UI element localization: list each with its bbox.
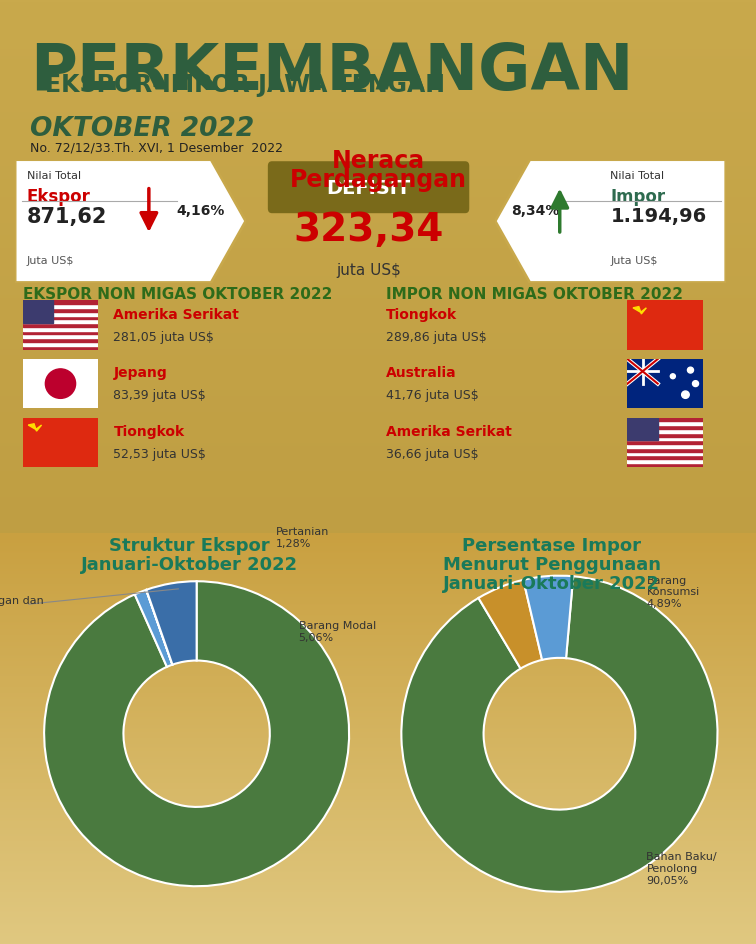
Text: Januari-Oktober 2022: Januari-Oktober 2022 [80, 555, 298, 573]
Text: Pertambangan dan
Lainnya
0,02%: Pertambangan dan Lainnya 0,02% [0, 596, 44, 629]
Bar [23, 335, 98, 339]
Circle shape [671, 375, 675, 379]
Bar [23, 328, 98, 331]
Bar [23, 305, 98, 309]
Bar [627, 456, 703, 460]
Circle shape [692, 381, 699, 387]
Text: OKTOBER 2022: OKTOBER 2022 [30, 116, 255, 143]
Wedge shape [135, 590, 172, 667]
FancyBboxPatch shape [624, 415, 706, 470]
Bar [627, 448, 703, 452]
Text: 323,34: 323,34 [293, 211, 444, 248]
Bar [23, 309, 98, 312]
Text: Barang
Konsumsi
4,89%: Barang Konsumsi 4,89% [646, 575, 699, 609]
Text: 41,76 juta US$: 41,76 juta US$ [386, 389, 479, 402]
Text: EKSPOR NON MIGAS OKTOBER 2022: EKSPOR NON MIGAS OKTOBER 2022 [23, 287, 332, 302]
Text: Jepang: Jepang [113, 366, 167, 379]
Circle shape [682, 392, 689, 399]
Text: PERKEMBANGAN: PERKEMBANGAN [30, 41, 634, 103]
Polygon shape [15, 160, 246, 283]
Text: 8,34%: 8,34% [511, 204, 559, 218]
FancyBboxPatch shape [624, 298, 706, 353]
Text: Nilai Total: Nilai Total [611, 171, 665, 181]
Bar [23, 301, 53, 324]
Bar [23, 339, 98, 343]
Text: Amerika Serikat: Amerika Serikat [386, 425, 512, 438]
Text: 289,86 juta US$: 289,86 juta US$ [386, 330, 486, 344]
Text: Struktur Ekspor: Struktur Ekspor [109, 536, 269, 554]
Text: 36,66 juta US$: 36,66 juta US$ [386, 447, 479, 461]
Text: 83,39 juta US$: 83,39 juta US$ [113, 389, 206, 402]
Text: No. 72/12/33.Th. XVI, 1 Desember  2022: No. 72/12/33.Th. XVI, 1 Desember 2022 [30, 142, 284, 155]
FancyBboxPatch shape [20, 298, 101, 353]
Wedge shape [146, 590, 172, 665]
Text: Menurut Penggunaan: Menurut Penggunaan [443, 555, 661, 573]
Text: DEFISIT: DEFISIT [327, 178, 411, 197]
Bar [23, 343, 98, 346]
Bar [627, 437, 703, 441]
Circle shape [687, 368, 693, 374]
Bar [627, 426, 703, 430]
FancyBboxPatch shape [20, 357, 101, 412]
Bar [23, 320, 98, 324]
Text: Tiongkok: Tiongkok [386, 308, 457, 321]
Bar [627, 441, 703, 445]
Text: Tiongkok: Tiongkok [113, 425, 184, 438]
Bar [627, 418, 703, 422]
Bar [627, 418, 658, 441]
Bar [23, 324, 98, 328]
Text: EKSPOR-IMPOR JAWA TENGAH: EKSPOR-IMPOR JAWA TENGAH [45, 73, 445, 97]
Wedge shape [401, 577, 717, 892]
FancyBboxPatch shape [624, 357, 706, 412]
Bar [627, 430, 703, 433]
Text: Perdagangan: Perdagangan [290, 168, 466, 192]
FancyBboxPatch shape [268, 162, 469, 214]
Wedge shape [147, 582, 197, 665]
Bar [23, 331, 98, 335]
Bar [627, 445, 703, 448]
Text: Bahan Baku/
Penolong
90,05%: Bahan Baku/ Penolong 90,05% [646, 851, 717, 885]
Text: IMPOR NON MIGAS OKTOBER 2022: IMPOR NON MIGAS OKTOBER 2022 [386, 287, 683, 302]
Text: 871,62: 871,62 [26, 207, 107, 227]
Bar [23, 312, 98, 316]
Text: Amerika Serikat: Amerika Serikat [113, 308, 240, 321]
Text: juta US$: juta US$ [336, 263, 401, 278]
Bar [627, 460, 703, 464]
Bar [627, 433, 703, 437]
Text: Ekspor: Ekspor [26, 188, 91, 206]
Text: 281,05 juta US$: 281,05 juta US$ [113, 330, 214, 344]
Wedge shape [523, 576, 573, 660]
Text: Barang Modal
5,06%: Barang Modal 5,06% [299, 620, 376, 642]
Bar [23, 346, 98, 350]
Bar [23, 316, 98, 320]
Text: Juta US$: Juta US$ [26, 256, 74, 265]
Bar [627, 422, 703, 426]
Text: Persentase Impor: Persentase Impor [463, 536, 641, 554]
Bar [23, 301, 98, 305]
Text: Pertanian
1,28%: Pertanian 1,28% [276, 527, 330, 548]
Wedge shape [44, 582, 349, 886]
Bar [627, 464, 703, 467]
FancyBboxPatch shape [20, 415, 101, 470]
Text: Australia: Australia [386, 366, 456, 379]
Text: 4,16%: 4,16% [177, 204, 225, 218]
Text: Neraca: Neraca [331, 149, 425, 173]
Circle shape [45, 369, 76, 399]
Text: Januari-Oktober 2022: Januari-Oktober 2022 [443, 574, 661, 592]
Text: Juta US$: Juta US$ [611, 256, 658, 265]
Text: Nilai Total: Nilai Total [26, 171, 81, 181]
Polygon shape [495, 160, 726, 283]
Wedge shape [479, 581, 542, 669]
Text: 1.194,96: 1.194,96 [611, 207, 707, 226]
Polygon shape [633, 308, 646, 314]
Polygon shape [28, 425, 42, 431]
Bar [627, 452, 703, 456]
Text: 52,53 juta US$: 52,53 juta US$ [113, 447, 206, 461]
Text: Impor: Impor [611, 188, 665, 206]
